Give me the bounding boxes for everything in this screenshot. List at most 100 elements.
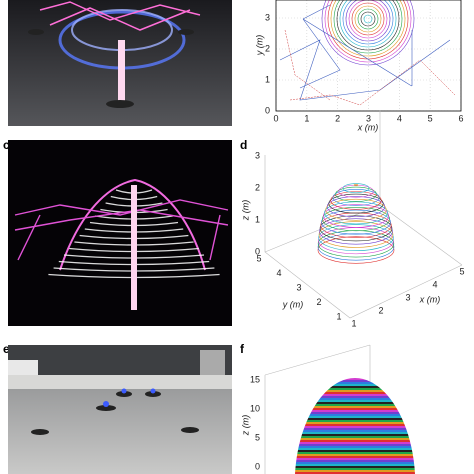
- trajectory: [353, 184, 359, 187]
- panel-letter: f: [240, 342, 245, 356]
- trajectory: [338, 184, 374, 198]
- trajectory: [295, 404, 415, 406]
- x-tick-label: 1: [351, 318, 356, 328]
- trajectory: [295, 430, 415, 432]
- trajectory: [295, 436, 415, 438]
- trajectory: [295, 422, 415, 424]
- trajectory: [330, 0, 406, 57]
- trajectory: [295, 416, 415, 418]
- trajectory: [290, 376, 420, 378]
- trajectory: [295, 414, 415, 416]
- trajectory: [295, 382, 415, 384]
- trajectory: [342, 0, 394, 45]
- trajectory: [295, 418, 415, 420]
- y-axis-label: y (m): [282, 299, 304, 309]
- trajectory: [332, 188, 380, 206]
- plot-b: y (m) x (m) 0 1 2 3 4 5 6 0 1 2 3: [254, 0, 464, 132]
- y-tick-label: 0: [265, 105, 270, 115]
- trajectory: [295, 458, 415, 460]
- trajectory: [295, 398, 415, 400]
- trajectory: [318, 221, 394, 248]
- y-tick-label: 1: [336, 311, 341, 321]
- trajectory: [295, 390, 415, 392]
- photo-e: [8, 345, 232, 474]
- plot-f: z (m) 0 5 10 15: [240, 344, 420, 474]
- trajectory: [295, 456, 415, 458]
- trajectory: [342, 183, 370, 193]
- trajectory: [295, 396, 415, 398]
- x-tick-label: 3: [405, 292, 410, 302]
- trajectory: [295, 428, 415, 430]
- trajectory: [295, 446, 415, 448]
- panel-letter: c: [3, 138, 10, 152]
- z-tick-label: 0: [255, 246, 260, 256]
- trajectory: [284, 29, 456, 106]
- trajectory: [295, 406, 415, 408]
- trajectory: [295, 408, 415, 410]
- y-tick-label: 4: [276, 268, 281, 278]
- trajectory: [295, 450, 415, 452]
- z-tick-label: 10: [250, 403, 260, 413]
- trajectory: [295, 400, 415, 402]
- trajectory: [295, 468, 415, 470]
- trajectory: [295, 452, 415, 454]
- z-tick-label: 3: [255, 150, 260, 160]
- x-tick-label: 6: [458, 113, 463, 123]
- trajectory: [330, 191, 382, 210]
- trajectory: [295, 386, 415, 388]
- trajectory: [345, 0, 391, 42]
- trajectory: [295, 410, 415, 412]
- panel-letter: d: [240, 138, 247, 152]
- x-tick-label: 2: [335, 113, 340, 123]
- photo-c: [8, 140, 232, 326]
- trajectory: [360, 11, 376, 27]
- trajectory: [295, 472, 415, 474]
- trajectory: [279, 4, 451, 101]
- trajectory: [333, 0, 403, 54]
- trajectory: [295, 464, 415, 466]
- trajectory: [295, 426, 415, 428]
- trajectory: [295, 438, 415, 440]
- trajectory: [295, 470, 415, 472]
- trajectory: [295, 460, 415, 462]
- trajectory: [295, 434, 415, 436]
- y-tick-label: 2: [316, 297, 321, 307]
- trajectory: [322, 206, 390, 232]
- x-tick-label: 4: [432, 279, 437, 289]
- trajectory: [357, 8, 379, 30]
- trajectory: [319, 218, 393, 245]
- trajectory: [318, 224, 394, 251]
- trajectory: [295, 462, 415, 464]
- x-tick-label: 0: [273, 113, 278, 123]
- trajectory: [295, 424, 415, 426]
- trajectory: [325, 198, 387, 221]
- z-tick-label: 5: [255, 432, 260, 442]
- trajectory: [335, 186, 377, 202]
- trajectory: [348, 0, 388, 39]
- trajectory: [295, 444, 415, 446]
- z-tick-label: 2: [255, 182, 260, 192]
- trajectory: [295, 420, 415, 422]
- trajectory: [351, 2, 385, 36]
- x-axis-label: x (m): [357, 122, 379, 132]
- y-tick-label: 3: [265, 12, 270, 22]
- y-tick-label: 3: [296, 282, 301, 292]
- trajectory: [328, 193, 384, 214]
- trajectory: [321, 209, 391, 235]
- z-tick-label: 0: [255, 461, 260, 471]
- y-tick-label: 2: [265, 43, 270, 53]
- x-tick-label: 5: [428, 113, 433, 123]
- trajectory: [319, 215, 393, 242]
- trajectory: [295, 392, 415, 394]
- x-tick-label: 3: [366, 113, 371, 123]
- trajectory: [295, 466, 415, 468]
- trajectory: [339, 0, 397, 48]
- y-tick-label: 1: [265, 74, 270, 84]
- x-tick-label: 5: [459, 266, 464, 276]
- panel-letter: e: [3, 342, 10, 356]
- z-tick-label: 1: [255, 214, 260, 224]
- x-tick-label: 2: [378, 305, 383, 315]
- trajectory: [295, 454, 415, 456]
